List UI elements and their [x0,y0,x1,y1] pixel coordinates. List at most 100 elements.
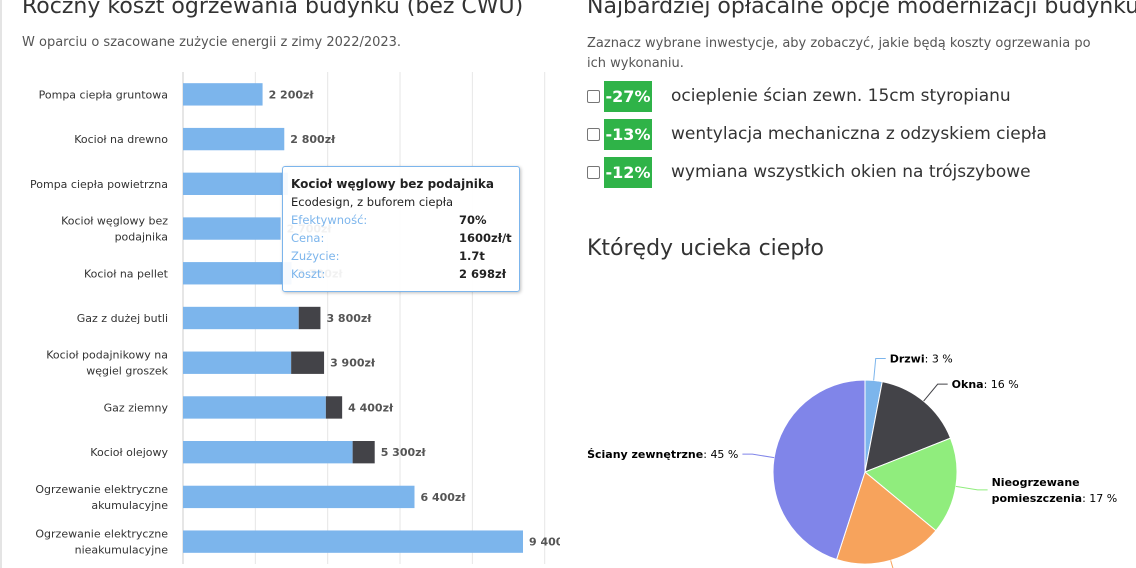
category-label-line: Pompa ciepła gruntowa [39,88,168,101]
savings-badge: -27% [604,81,652,112]
bar [183,530,523,553]
bar [183,127,285,151]
tooltip-key: Koszt: [291,267,326,281]
pie-label-separator: : [703,448,710,461]
pie-connector [890,560,894,568]
bar [183,396,326,419]
pie-slice [772,379,866,561]
pie-connector [923,383,948,402]
category-label: Kocioł węglowy bez podajnika [61,215,168,244]
tooltip-value: 2 698zł [459,267,506,281]
data-label: 4 400zł [348,401,394,414]
category-label: Kocioł na pellet [84,267,169,280]
category-label-line: Gaz z dużej butli [77,312,168,325]
tooltip-value: 1.7t [459,249,485,263]
category-label-line: Kocioł olejowy [90,446,168,459]
bar-segment-extra [291,351,325,374]
tooltip-key: Zużycie: [291,249,340,263]
data-label: 2 200zł [269,88,315,101]
pie-label-name: pomieszczenia [992,492,1082,505]
data-label: 6 400zł [420,491,466,504]
pie-label-separator: : [1082,492,1089,505]
pie-slice [864,437,958,532]
bar-chart-title: Roczny koszt ogrzewania budynku (bez CWU… [22,0,524,19]
option-checkbox[interactable] [587,90,600,103]
option-label[interactable]: wymiana wszystkich okien na trójszybowe [671,162,1031,182]
pie-slice [864,381,952,473]
category-label: Pompa ciepła powietrzna [30,178,168,191]
pie-data-label: Okna: 16 % [952,378,1019,391]
bar-segment-extra [298,306,321,330]
category-label: Kocioł podajnikowy na węgiel groszek [46,349,168,378]
pie-label-value: 3 % [932,353,953,366]
data-label: 9 400zł [529,536,560,549]
bar-segment-extra [352,441,375,464]
savings-badge: -12% [604,157,652,188]
category-label: Gaz z dużej butli [77,312,168,325]
pie-label-name: Nieogrzewane [992,476,1080,489]
category-label-line: Gaz ziemny [104,401,169,414]
tooltip-subtitle: Ecodesign, z buforem ciepła [291,195,454,209]
category-label-line: podajnika [115,231,168,244]
data-label: 3 800zł [326,312,372,325]
data-label: 3 900zł [330,357,376,370]
category-label-line: Ogrzewanie elektryczne [35,528,168,541]
modernization-description: Zaznacz wybrane inwestycje, aby zobaczyć… [587,36,1091,71]
tooltip-row: Zużycie: 1.7t [291,249,513,267]
category-label-line: Kocioł na pellet [84,267,169,280]
savings-badge: -13% [604,119,652,150]
category-label-line: Kocioł na drewno [74,133,168,146]
pie-slice [835,471,937,565]
tooltip-row: Efektywność: 70% [291,213,513,231]
bar [183,217,281,240]
pie-connector [742,453,775,459]
category-label-line: Kocioł podajnikowy na [46,349,168,362]
pie-chart-title: Którędy ucieka ciepło [587,236,825,261]
tooltip-row: Cena: 1600zł/t [291,231,513,249]
pie-data-label: Ściany zewnętrzne: 45 % [587,448,738,461]
pie-connector [955,485,988,491]
pie-data-label: Nieogrzewane pomieszczenia: 17 % [992,476,1118,505]
tooltip-title: Kocioł węglowy bez podajnika [291,177,494,191]
bar [183,172,288,195]
pie-label-name: Okna [952,378,984,391]
data-label: 2 800zł [290,133,336,146]
heat-loss-pie-chart: Drzwi: 3 % Okna: 16 % Nieogrzewane pomieszc… [587,353,1118,568]
modernization-title: Najbardziej opłacalne opcje modernizacji… [587,0,1136,19]
category-label-line: Ogrzewanie elektryczne [35,483,168,496]
chart-tooltip: Kocioł węglowy bez podajnika Ecodesign, … [282,166,520,292]
option-checkbox[interactable] [587,128,600,141]
pie-data-label: Drzwi: 3 % [890,353,953,366]
tooltip-row: Koszt: 2 698zł [291,267,513,285]
tooltip-key: Efektywność: [291,213,368,227]
bar [183,83,263,106]
pie-label-name: Ściany zewnętrzne [587,448,703,461]
category-label: Ogrzewanie elektryczne akumulacyjne [35,483,168,512]
left-border [0,0,2,568]
bar-segment-extra [325,396,343,419]
bar-chart-subtitle: W oparciu o szacowane zużycie energii z … [22,35,402,50]
category-label-line: nieakumulacyjne [75,544,169,557]
category-label-line: akumulacyjne [91,499,168,512]
bar [183,485,415,509]
heating-cost-bar-chart: Pompa ciepła gruntowa 2 200zł Kocioł na dr… [30,72,560,564]
category-label: Kocioł olejowy [90,446,168,459]
pie-label-value: 16 % [991,378,1019,391]
category-label: Pompa ciepła gruntowa [39,88,168,101]
option-label[interactable]: wentylacja mechaniczna z odzyskiem ciepł… [671,124,1047,144]
option-label[interactable]: ocieplenie ścian zewn. 15cm styropianu [671,86,1011,106]
bar [183,351,292,374]
category-label: Gaz ziemny [104,401,169,414]
bar [183,306,299,330]
pie-label-value: 17 % [1089,492,1117,505]
category-label: Ogrzewanie elektryczne nieakumulacyjne [35,528,168,557]
bar [183,441,353,464]
bar [183,262,292,285]
pie-connector [873,358,886,381]
category-label: Kocioł na drewno [74,133,168,146]
tooltip-key: Cena: [291,231,325,245]
option-checkbox[interactable] [587,166,600,179]
category-label-line: Kocioł węglowy bez [61,215,168,228]
pie-label-name: Drzwi [890,353,925,366]
pie-label-value: 45 % [710,448,738,461]
